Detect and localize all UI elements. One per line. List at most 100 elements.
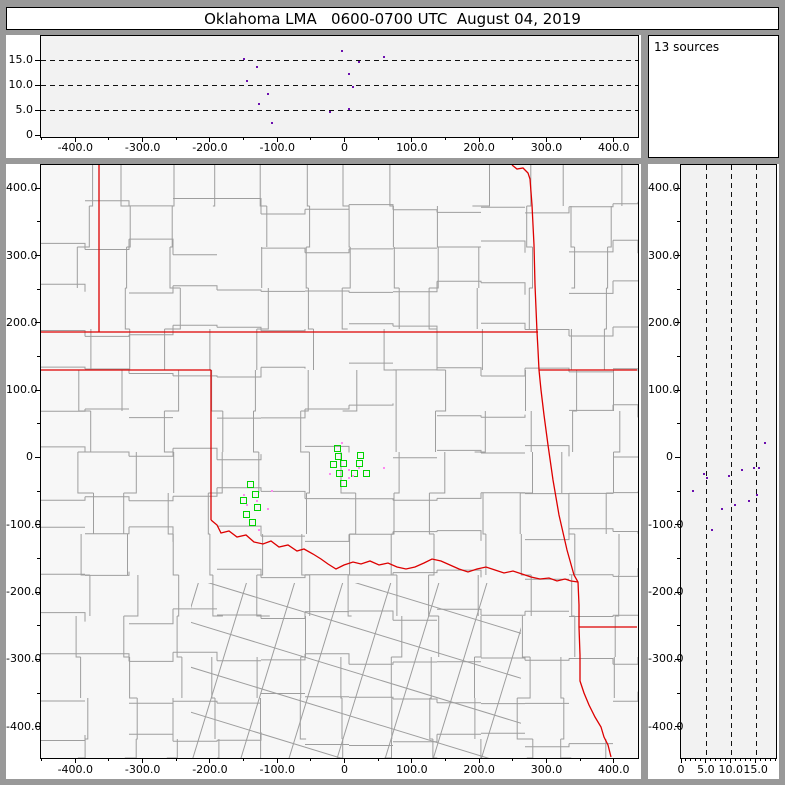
source-dot	[340, 441, 343, 444]
alt-gridline	[755, 165, 757, 758]
x-minor-tick	[725, 759, 727, 761]
y-tick-label: 400.0	[6, 181, 38, 195]
x-minor-tick	[720, 759, 722, 761]
y-tick	[675, 187, 680, 189]
y-tick	[35, 591, 40, 593]
alt-gridline	[730, 165, 732, 758]
source-dot	[256, 66, 259, 68]
y-tick-label: 300.0	[648, 248, 680, 262]
x-minor-tick	[310, 138, 312, 140]
map-plot	[40, 164, 639, 759]
x-minor-tick	[710, 759, 712, 761]
x-tick-label: 100.0	[396, 141, 428, 154]
y-minor-tick	[677, 557, 680, 559]
x-tick	[276, 759, 278, 763]
y-minor-tick	[37, 221, 40, 223]
y-minor-tick	[677, 692, 680, 694]
y-minor-tick	[677, 288, 680, 290]
y-tick	[35, 456, 40, 458]
x-minor-tick	[243, 138, 245, 140]
x-tick-label: 200.0	[463, 141, 495, 154]
y-tick-label: 200.0	[648, 315, 680, 329]
source-dot	[258, 103, 261, 105]
x-tick	[142, 138, 144, 142]
source-dot	[358, 61, 361, 63]
map-panel: -400.0 -300.0 -200.0 -100.0 0 100.0 200.0 300.0…	[6, 164, 641, 779]
x-tick-label: -300.0	[124, 763, 161, 776]
x-minor-tick	[108, 138, 110, 140]
lma-station-square	[351, 469, 359, 477]
source-dot	[347, 108, 350, 110]
y-tick-label: 100.0	[6, 383, 38, 397]
source-dot	[358, 467, 361, 470]
x-minor-tick	[243, 759, 245, 761]
x-tick-label: -400.0	[57, 141, 94, 154]
y-tick	[35, 255, 40, 257]
source-dot	[266, 93, 269, 95]
x-tick-label: -200.0	[192, 141, 228, 154]
x-minor-tick	[750, 759, 752, 761]
y-tick	[35, 109, 40, 111]
y-tick-label: 15.0	[8, 53, 34, 66]
y-minor-tick	[37, 692, 40, 694]
source-dot	[328, 111, 331, 113]
y-tick	[35, 726, 40, 728]
lma-station-square	[253, 504, 261, 512]
source-dot	[702, 472, 705, 475]
x-minor-tick	[715, 759, 717, 761]
y-tick	[35, 84, 40, 86]
x-minor-tick	[41, 759, 43, 761]
y-tick-label: 400.0	[648, 181, 680, 195]
x-tick-label: -300.0	[124, 141, 161, 154]
y-tick-label: 300.0	[6, 248, 38, 262]
y-minor-tick	[37, 557, 40, 559]
x-tick-label: 400.0	[598, 763, 630, 776]
x-tick-label: 0	[341, 763, 349, 776]
y-tick-label: -400.0	[648, 719, 684, 733]
y-tick	[675, 322, 680, 324]
y-minor-tick	[677, 490, 680, 492]
x-tick-label: -100.0	[259, 763, 295, 776]
y-minor-tick	[677, 221, 680, 223]
x-tick-label: 15.0	[743, 763, 768, 776]
x-minor-tick	[695, 759, 697, 761]
lma-station-square	[333, 445, 341, 453]
alt-ns-panel: 0 5.0 10.0 15.0 400.0 300.0 200.0 100.0 0 -100.0 -…	[648, 164, 779, 779]
y-tick	[675, 456, 680, 458]
y-minor-tick	[677, 423, 680, 425]
y-tick-label: 5.0	[15, 103, 34, 116]
alt-gridline	[41, 110, 638, 111]
x-minor-tick	[41, 138, 43, 140]
lma-station-square	[242, 511, 250, 519]
lma-station-square	[239, 497, 247, 505]
source-dot	[747, 499, 750, 502]
y-tick-label: 100.0	[648, 383, 680, 397]
x-minor-tick	[770, 759, 772, 761]
x-tick	[613, 138, 615, 142]
source-dot	[242, 58, 245, 60]
source-dot	[710, 528, 713, 531]
x-minor-tick	[760, 759, 762, 761]
x-tick	[142, 759, 144, 763]
texas-county-grid	[191, 583, 521, 758]
y-tick	[35, 389, 40, 391]
source-dot	[242, 493, 245, 496]
x-tick	[344, 138, 346, 142]
y-tick	[35, 187, 40, 189]
source-dot	[691, 490, 694, 493]
y-tick	[675, 255, 680, 257]
x-tick-label: 300.0	[530, 763, 563, 776]
x-tick	[755, 759, 757, 763]
y-tick-label: -200.0	[648, 585, 684, 599]
source-dot	[382, 466, 385, 469]
y-tick	[675, 591, 680, 593]
lma-station-square	[356, 459, 364, 467]
lma-station-square	[363, 470, 371, 478]
y-tick	[675, 658, 680, 660]
x-tick	[730, 759, 732, 763]
lma-station-square	[246, 481, 254, 489]
x-tick	[74, 759, 76, 763]
y-tick	[35, 59, 40, 61]
y-tick-label: 0	[26, 128, 33, 141]
source-dot	[270, 122, 273, 124]
